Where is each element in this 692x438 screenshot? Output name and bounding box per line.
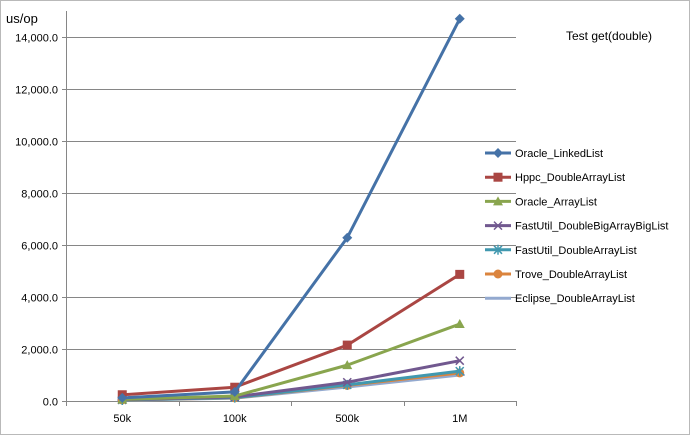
data-point (493, 221, 503, 231)
legend-item: Oracle_LinkedList (485, 148, 603, 160)
data-point (229, 386, 240, 397)
legend-label: Hppc_DoubleArrayList (515, 172, 625, 184)
legend-label: Eclipse_DoubleArrayList (515, 293, 635, 305)
data-point (493, 196, 503, 206)
series-line (122, 273, 461, 397)
x-tick-label: 100k (223, 413, 247, 425)
data-point (342, 232, 353, 243)
data-point (455, 269, 465, 279)
grid-lines (66, 37, 516, 350)
data-point (493, 172, 503, 182)
y-axis-label: us/op (6, 11, 38, 26)
y-tick-label: 14,000.0 (15, 33, 58, 45)
y-tick-label: 2,000.0 (21, 345, 58, 357)
y-tick-label: 0.0 (43, 397, 58, 409)
chart-title: Test get(double) (566, 29, 652, 43)
legend-item: Hppc_DoubleArrayList (485, 172, 625, 184)
data-point (455, 366, 465, 377)
data-point (455, 356, 465, 366)
data-point (342, 360, 353, 370)
series-line (122, 322, 461, 401)
legend-item: FastUtil_DoubleBigArrayBigList (485, 221, 668, 233)
legend-label: Oracle_LinkedList (515, 148, 603, 160)
legend-label: FastUtil_DoubleBigArrayBigList (515, 221, 668, 233)
y-tick-label: 6,000.0 (21, 241, 58, 253)
x-tick-labels: 50k 100k 500k 1M (113, 413, 467, 425)
series-Oracle_ArrayList (117, 319, 465, 404)
legend: Oracle_LinkedList Hppc_DoubleArrayList Ora… (485, 148, 668, 305)
legend-item: Eclipse_DoubleArrayList (485, 293, 635, 305)
data-point (493, 244, 503, 255)
data-point (342, 377, 352, 387)
data-point (454, 319, 465, 329)
y-tick-label: 8,000.0 (21, 189, 58, 201)
legend-label: Trove_DoubleArrayList (515, 269, 627, 281)
data-point (493, 269, 503, 279)
y-tick-labels: 0.0 2,000.0 4,000.0 6,000.0 8,000.0 10,000.0 1… (15, 33, 58, 409)
data-point (342, 340, 352, 350)
y-tick-label: 10,000.0 (15, 137, 58, 149)
data-point (117, 392, 128, 403)
data-point (493, 148, 503, 158)
y-tick-label: 4,000.0 (21, 293, 58, 305)
axes (62, 11, 517, 406)
x-tick-label: 500k (335, 413, 359, 425)
legend-item: Oracle_ArrayList (485, 196, 597, 208)
legend-item: Trove_DoubleArrayList (485, 269, 627, 281)
legend-label: Oracle_ArrayList (515, 196, 597, 208)
series-Oracle_LinkedList (117, 13, 465, 403)
series-group (117, 13, 465, 405)
x-tick-label: 1M (452, 413, 467, 425)
legend-label: FastUtil_DoubleArrayList (515, 245, 637, 257)
legend-item: FastUtil_DoubleArrayList (485, 244, 637, 257)
x-tick-label: 50k (113, 413, 131, 425)
data-point (454, 13, 465, 24)
y-tick-label: 12,000.0 (15, 85, 58, 97)
series-line (122, 18, 462, 400)
